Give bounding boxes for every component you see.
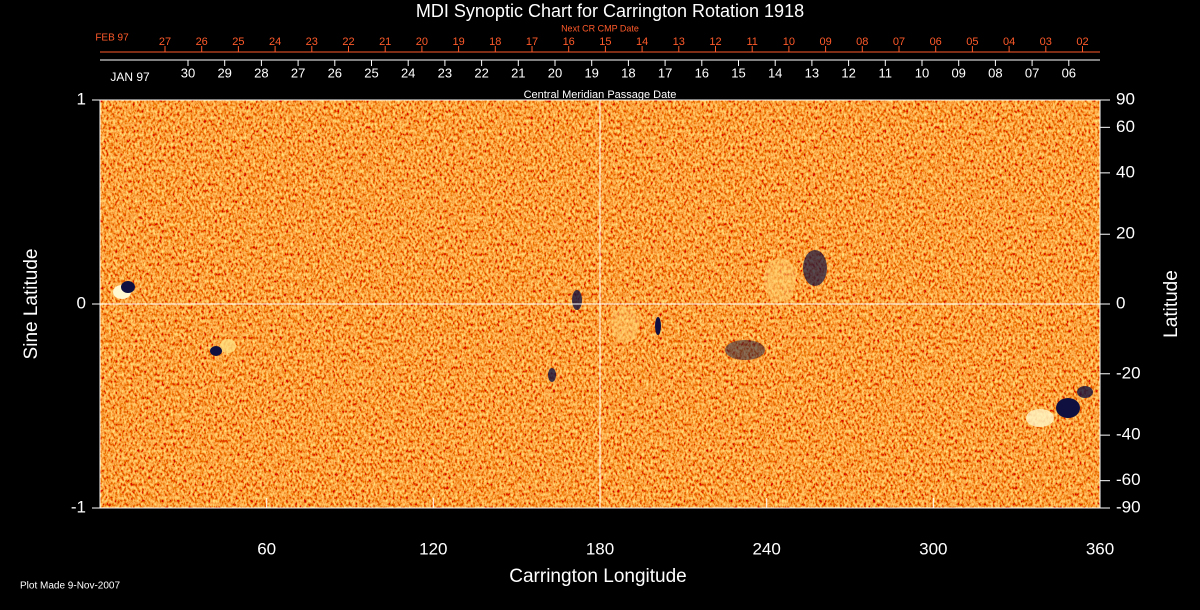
top-date: 23 [306, 36, 318, 48]
second-date: 11 [879, 65, 893, 80]
top-date: 08 [856, 36, 868, 48]
footer: Plot Made 9-Nov-2007 [20, 581, 120, 592]
y-tick-label: -1 [71, 497, 86, 516]
top-date: 09 [819, 36, 831, 48]
second-date: 27 [291, 65, 305, 80]
active-regions [113, 250, 1093, 427]
second-date: 19 [584, 65, 598, 80]
top-date: 07 [893, 36, 905, 48]
second-date: 25 [364, 65, 378, 80]
top-date: 02 [1076, 36, 1088, 48]
top-date: 16 [563, 36, 575, 48]
y2-axis-label: Latitude [1161, 270, 1182, 338]
y2-tick-label: -60 [1116, 470, 1141, 489]
x-tick-label: 360 [1086, 539, 1114, 558]
top-date: 20 [416, 36, 428, 48]
y2-tick-label: -20 [1116, 363, 1141, 382]
second-axis-label: Central Meridian Passage Date [524, 89, 677, 101]
x-tick-label: 60 [257, 539, 276, 558]
top-date: 13 [673, 36, 685, 48]
second-date: 12 [841, 65, 855, 80]
second-axis-start: JAN 97 [110, 70, 150, 84]
second-date: 20 [548, 65, 562, 80]
top-date: 17 [526, 36, 538, 48]
y2-tick-label: 60 [1116, 117, 1135, 136]
y-axis-label: Sine Latitude [21, 249, 42, 360]
top-date: 27 [159, 36, 171, 48]
x-tick-label: 180 [586, 539, 614, 558]
top-date: 14 [636, 36, 648, 48]
top-date: 03 [1040, 36, 1052, 48]
top-date: 22 [342, 36, 354, 48]
top-date: 19 [452, 36, 464, 48]
second-date: 09 [951, 65, 965, 80]
second-date: 15 [731, 65, 745, 80]
top-date: 21 [379, 36, 391, 48]
second-date: 21 [511, 65, 525, 80]
second-date: 14 [768, 65, 782, 80]
second-date: 07 [1025, 65, 1039, 80]
top-date: 06 [930, 36, 942, 48]
top-date: 15 [599, 36, 611, 48]
second-date: 22 [474, 65, 488, 80]
second-date: 06 [1062, 65, 1076, 80]
y-tick-label: 0 [77, 293, 86, 312]
second-date: 17 [658, 65, 672, 80]
second-date: 18 [621, 65, 635, 80]
y2-tick-label: -40 [1116, 425, 1141, 444]
top-date: 05 [966, 36, 978, 48]
second-date: 26 [328, 65, 342, 80]
top-date: 18 [489, 36, 501, 48]
y2-tick-label: 90 [1116, 89, 1135, 108]
second-date: 16 [695, 65, 709, 80]
second-date: 10 [915, 65, 929, 80]
top-date: 12 [709, 36, 721, 48]
x-tick-label: 240 [752, 539, 780, 558]
second-date: 29 [217, 65, 231, 80]
y2-tick-label: 40 [1116, 162, 1135, 181]
top-date: 04 [1003, 36, 1015, 48]
top-axis-label: Next CR CMP Date [561, 23, 639, 33]
second-date: 24 [401, 65, 415, 80]
top-date: 10 [783, 36, 795, 48]
x-tick-label: 300 [919, 539, 947, 558]
second-date: 30 [181, 65, 195, 80]
x-tick-label: 120 [419, 539, 447, 558]
y-tick-label: 1 [77, 89, 86, 108]
top-date: 26 [196, 36, 208, 48]
y2-tick-label: 20 [1116, 224, 1135, 243]
top-axis-start: FEB 97 [95, 33, 129, 44]
y2-tick-label: -90 [1116, 497, 1141, 516]
y2-tick-label: 0 [1116, 293, 1125, 312]
second-date: 28 [254, 65, 268, 80]
second-date: 13 [805, 65, 819, 80]
x-axis-label: Carrington Longitude [509, 566, 686, 587]
top-date: 25 [232, 36, 244, 48]
top-date: 24 [269, 36, 281, 48]
top-date: 11 [746, 36, 757, 48]
second-date: 23 [438, 65, 452, 80]
chart-title: MDI Synoptic Chart for Carrington Rotati… [416, 1, 804, 21]
second-date: 08 [988, 65, 1002, 80]
